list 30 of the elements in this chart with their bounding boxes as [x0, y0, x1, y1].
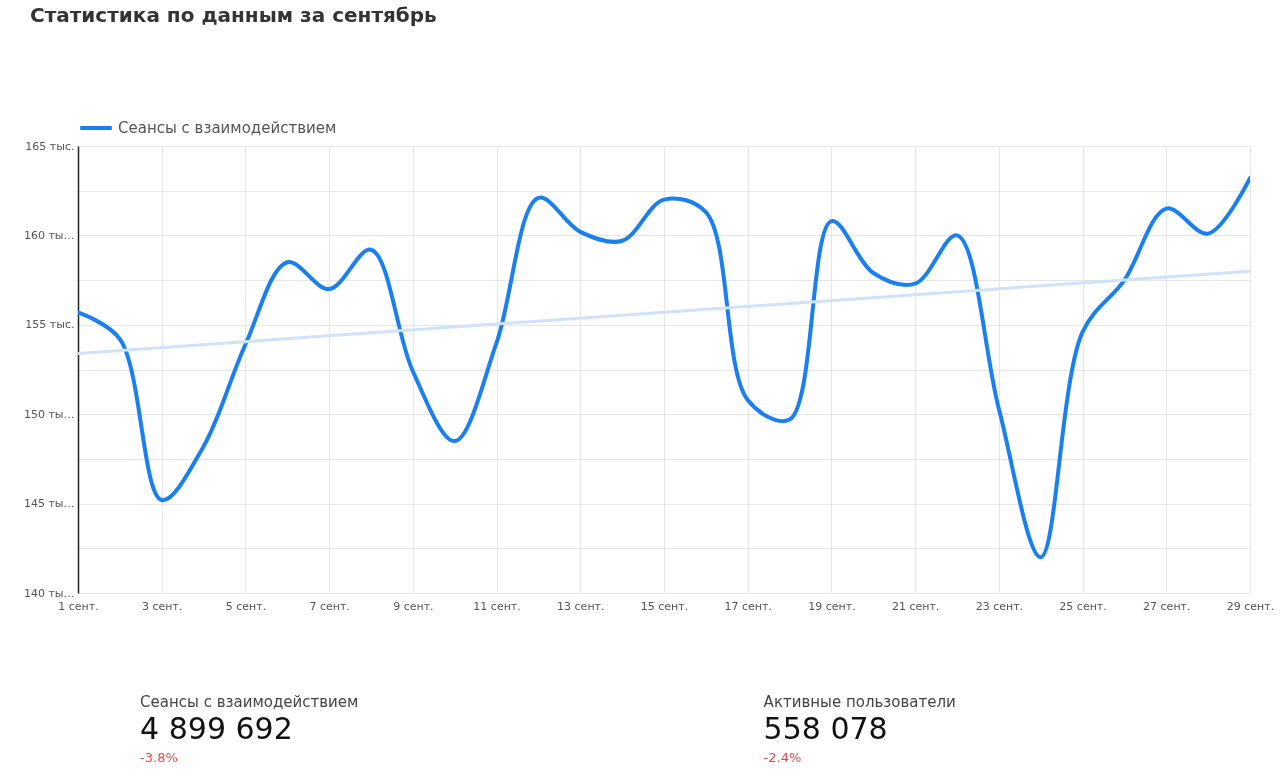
x-tick-label: 15 сент.	[640, 599, 689, 613]
text: Активные пользователи	[763, 693, 956, 711]
y-tick-label: 140 ты…	[23, 586, 75, 600]
x-tick-label: 9 сент.	[393, 599, 434, 613]
x-tick-label: 17 сент.	[724, 599, 772, 613]
x-tick-label: 25 сент.	[1059, 599, 1107, 613]
text: -2.4%	[763, 750, 802, 765]
chart-title: Статистика по данным за сентябрь	[30, 3, 437, 27]
text: 4 899 692	[140, 711, 293, 746]
y-tick-label: 150 ты…	[23, 407, 75, 421]
line-series	[78, 176, 1250, 560]
text: 558 078	[763, 711, 888, 746]
y-tick-label: 145 ты…	[23, 497, 75, 511]
legend-label: Сеансы с взаимодействием	[118, 119, 337, 137]
x-tick-label: 13 сент.	[557, 599, 605, 613]
y-tick-label: 165 тыс.	[25, 139, 75, 153]
x-tick-label: 27 сент.	[1143, 599, 1191, 613]
x-tick-label: 19 сент.	[808, 599, 856, 613]
x-tick-label: 11 сент.	[473, 599, 521, 613]
text: -3.8%	[140, 750, 178, 765]
x-tick-label: 29 сент.	[1226, 599, 1275, 613]
y-tick-label: 160 ты…	[23, 228, 75, 242]
y-tick-label: 155 тыс.	[25, 318, 75, 332]
x-tick-label: 23 сент.	[975, 599, 1024, 613]
text: Сеансы с взаимодействием	[140, 693, 359, 711]
x-tick-label: 7 сент.	[309, 599, 350, 613]
x-tick-label: 21 сент.	[891, 599, 940, 613]
x-tick-label: 5 сент.	[225, 599, 267, 613]
x-tick-label: 1 сент.	[58, 599, 99, 613]
x-tick-label: 3 сент.	[142, 599, 183, 613]
